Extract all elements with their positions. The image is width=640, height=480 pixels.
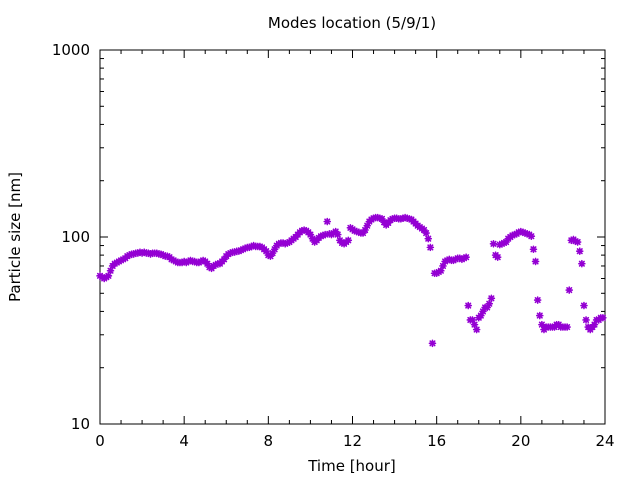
data-point [344,236,353,245]
data-point [489,239,498,248]
data-point [571,237,580,245]
data-point [279,239,287,247]
data-point [249,241,258,250]
data-point [104,272,113,280]
data-point [247,242,256,251]
data-point [535,311,544,320]
data-point [502,238,510,246]
data-point [331,227,340,236]
data-point [359,229,367,237]
data-point [533,296,542,304]
data-point [573,238,582,246]
data-point [317,232,325,240]
y-tick-label: 100 [61,228,90,246]
x-tick-label: 8 [264,432,274,450]
data-point [531,257,540,266]
data-point [575,247,584,255]
data-point [424,234,433,243]
data-points [96,213,607,348]
x-axis: 0 4 8 12 16 20 24 [95,50,615,450]
data-point [283,239,292,247]
data-point [333,230,342,239]
data-point [565,286,574,294]
data-point [306,230,315,239]
data-point [439,262,447,270]
data-point [500,239,508,247]
data-point [203,259,212,268]
data-point [106,266,115,275]
data-point [237,246,245,254]
data-point [428,339,437,348]
data-point [529,245,538,254]
data-point [468,316,477,324]
data-point [495,240,504,249]
data-point [487,294,496,303]
x-tick-label: 0 [95,432,105,450]
data-point [437,266,445,275]
x-axis-title: Time [hour] [307,457,396,475]
y-axis: 10 100 1000 [52,41,605,433]
y-tick-label: 10 [71,415,90,433]
data-point [281,239,289,248]
y-axis-title: Particle size [nm] [6,172,24,302]
data-point [245,243,254,252]
data-point [363,221,372,230]
data-point [308,234,317,243]
x-tick-label: 4 [179,432,189,450]
data-point [241,244,249,253]
data-point [538,320,546,329]
data-point [426,243,435,252]
x-tick-label: 20 [511,432,530,450]
data-point [230,248,239,256]
data-point [270,245,279,254]
data-point [464,301,473,310]
data-point [462,253,470,261]
y-tick-label: 1000 [52,41,90,59]
data-point [527,232,536,240]
data-point [567,236,576,245]
data-point [580,301,588,310]
data-point [323,217,332,226]
data-point [498,239,506,248]
data-point [470,320,479,329]
chart-title: Modes location (5/9/1) [268,14,436,32]
data-point [493,253,502,261]
data-point [477,311,485,320]
data-point [256,242,264,251]
data-point [599,313,607,322]
x-tick-label: 24 [595,432,614,450]
x-tick-label: 16 [427,432,446,450]
data-point [563,323,571,331]
data-point [483,303,491,312]
data-point [220,255,228,264]
data-point [378,215,386,223]
data-point [338,239,346,247]
x-tick-label: 12 [343,432,362,450]
data-point [578,259,586,268]
data-point [472,325,481,334]
data-point [422,229,430,237]
data-point [485,299,494,308]
data-point [262,247,271,255]
data-point [321,230,329,239]
data-point [361,226,369,234]
data-point [275,239,283,248]
data-point [239,245,247,254]
data-point [479,307,487,316]
data-point [590,320,599,329]
data-point [268,249,277,257]
data-point [582,316,590,324]
data-point [235,247,243,255]
